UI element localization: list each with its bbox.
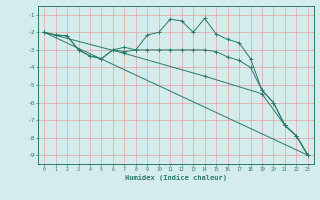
- X-axis label: Humidex (Indice chaleur): Humidex (Indice chaleur): [125, 174, 227, 181]
